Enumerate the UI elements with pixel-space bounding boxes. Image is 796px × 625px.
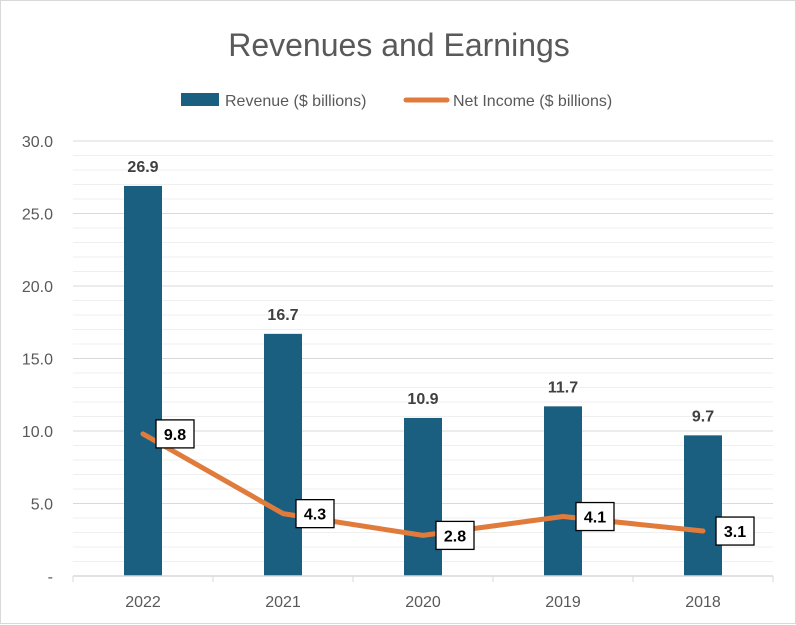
y-tick-label: 20.0	[22, 279, 53, 296]
net-income-label-box	[715, 516, 755, 546]
y-tick-label: -	[48, 569, 53, 586]
net-income-data-label: 2.8	[444, 528, 466, 545]
revenue-bar	[544, 406, 582, 576]
revenue-bar	[124, 185, 162, 576]
chart-title: Revenues and Earnings	[228, 27, 570, 63]
y-tick-label: 30.0	[22, 134, 53, 151]
x-tick-label: 2019	[545, 594, 581, 611]
net-income-data-label: 4.3	[304, 507, 326, 524]
legend-swatch-revenue	[181, 93, 219, 106]
net-income-data-label: 3.1	[724, 524, 746, 541]
x-tick-label: 2018	[685, 594, 721, 611]
x-tick-label: 2022	[125, 594, 161, 611]
revenue-data-label: 11.7	[548, 379, 578, 396]
x-tick-label: 2020	[405, 594, 441, 611]
gridlines	[73, 140, 773, 562]
y-tick-label: 10.0	[22, 424, 53, 441]
net-income-label-box	[155, 419, 195, 449]
line-data-labels: 9.8 4.3 2.8 4.1 3.1	[155, 419, 755, 551]
y-axis-ticks: - 5.0 10.0 15.0 20.0 25.0 30.0	[22, 134, 53, 586]
net-income-label-box	[295, 498, 335, 529]
y-tick-label: 25.0	[22, 207, 53, 224]
revenue-data-label: 9.7	[692, 408, 714, 425]
net-income-data-label: 4.1	[584, 510, 606, 527]
x-axis-ticks: 2022 2021 2020 2019 2018	[72, 576, 774, 611]
revenue-bar	[684, 435, 722, 576]
revenue-bar	[264, 333, 302, 576]
y-tick-label: 15.0	[22, 352, 53, 369]
net-income-label-box	[435, 520, 475, 551]
x-tick-label: 2021	[265, 594, 301, 611]
revenue-data-label: 26.9	[127, 159, 158, 176]
net-income-label-box	[575, 501, 615, 532]
legend: Revenue ($ billions) Net Income ($ billi…	[181, 93, 612, 110]
revenue-data-label: 16.7	[267, 307, 298, 324]
bars	[124, 185, 722, 576]
revenue-bar	[404, 417, 442, 576]
revenue-data-label: 10.9	[407, 391, 438, 408]
bar-data-labels: 26.9 16.7 10.9 11.7 9.7	[127, 159, 714, 425]
y-tick-label: 5.0	[31, 497, 53, 514]
net-income-data-label: 9.8	[164, 427, 186, 444]
legend-label-net-income: Net Income ($ billions)	[453, 93, 612, 110]
legend-label-revenue: Revenue ($ billions)	[225, 93, 366, 110]
